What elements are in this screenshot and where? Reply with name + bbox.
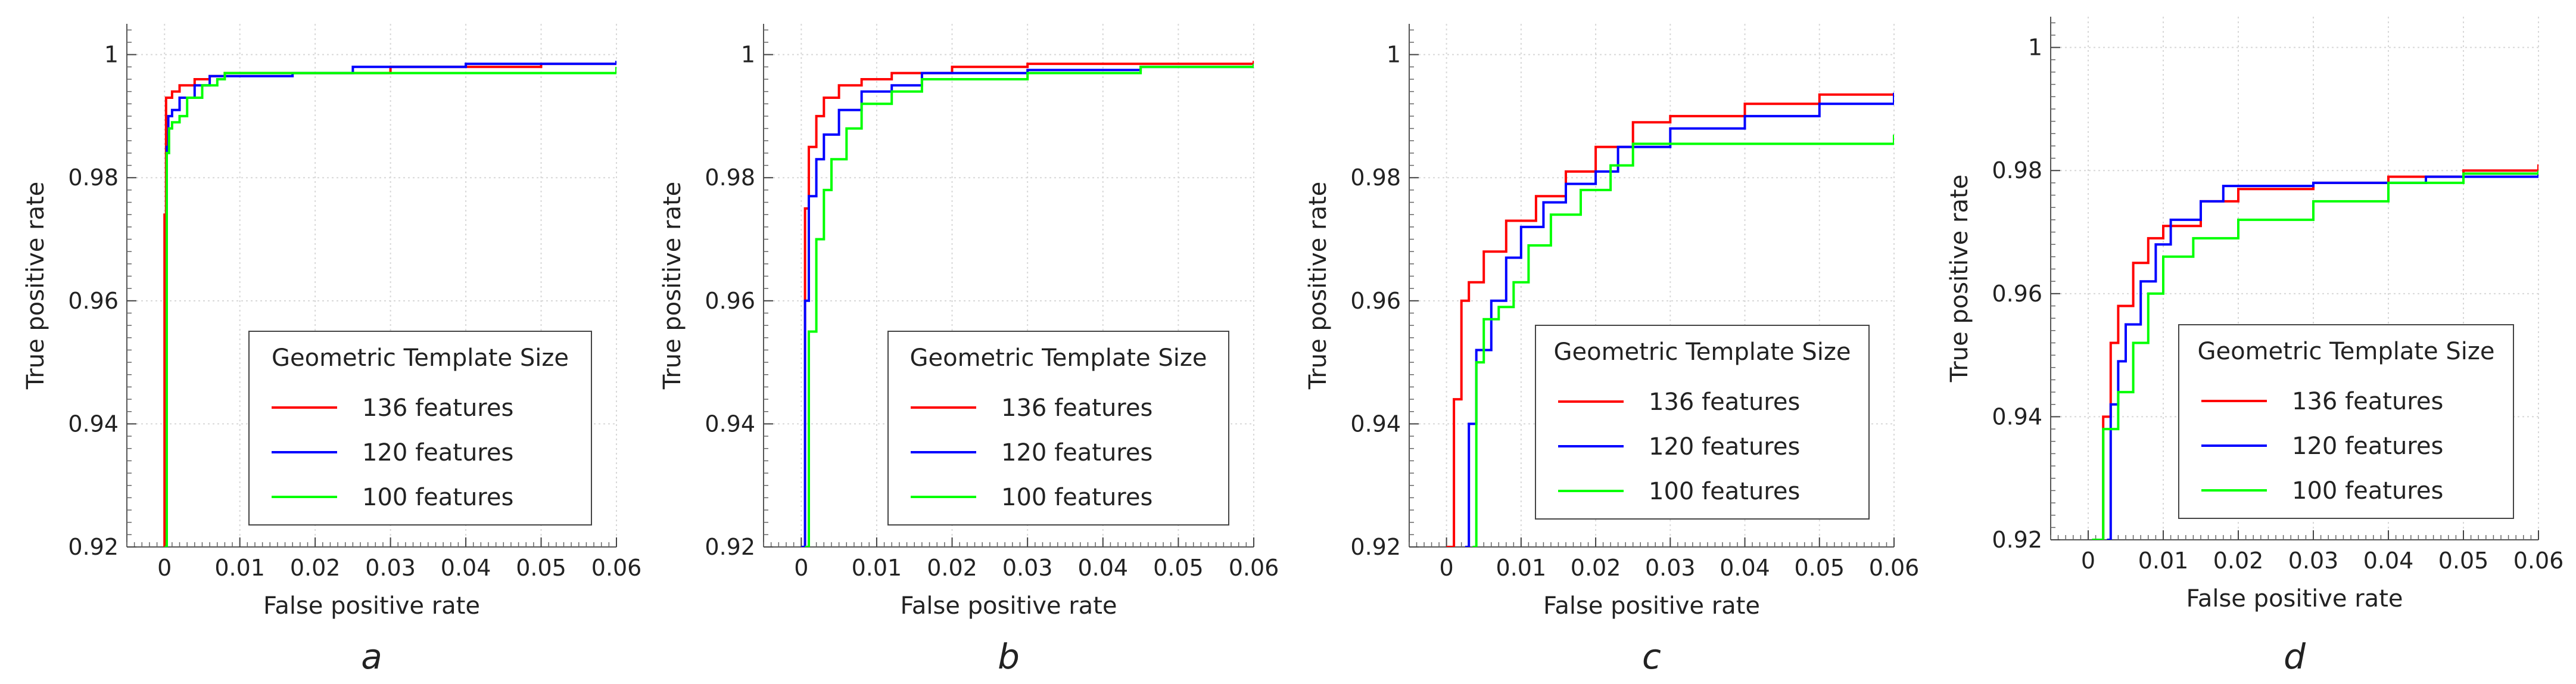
x-tick-label: 0 [2081,548,2095,574]
x-tick-label: 0.02 [927,555,977,581]
x-axis-label: False positive rate [901,592,1117,620]
x-axis-label: False positive rate [1543,592,1760,620]
panel-label: c [1642,636,1661,677]
x-tick-label: 0.04 [441,555,491,581]
y-axis-label: True positive rate [1304,182,1332,390]
legend-entry: 136 features [2292,388,2443,415]
series-line-120-features [2107,173,2538,540]
x-tick-label: 0.01 [214,555,265,581]
x-tick-label: 0.01 [1496,555,1547,581]
panel-label: b [998,636,1020,677]
x-tick-label: 0.04 [2363,548,2414,574]
y-tick-label: 0.92 [705,534,755,560]
y-tick-label: 1 [741,42,755,68]
y-tick-label: 0.98 [705,164,755,191]
y-tick-label: 0.96 [1350,288,1401,314]
series-line-136-features [801,61,1254,547]
series-line-120-features [1465,92,1894,547]
x-tick-label: 0.05 [1794,555,1845,581]
y-tick-label: 0.92 [1992,527,2042,553]
x-tick-label: 0.03 [1002,555,1053,581]
y-tick-label: 0.92 [1350,534,1401,560]
legend: Geometric Template Size 136 features 120 f… [2178,324,2514,519]
legend-title: Geometric Template Size [910,344,1207,372]
x-tick-label: 0.06 [2513,548,2564,574]
y-tick-label: 0.98 [68,164,119,191]
series-line-100-features [164,67,616,547]
x-tick-label: 0.03 [2288,548,2339,574]
y-tick-label: 0.96 [1992,281,2042,307]
y-axis-label: True positive rate [1946,175,1973,383]
legend-entry: 100 features [1001,484,1152,511]
x-tick-label: 0 [157,555,172,581]
legend-entry: 120 features [2292,433,2443,460]
y-axis-label: True positive rate [659,182,686,390]
x-axis-label: False positive rate [263,592,480,620]
legend-entry: 100 features [2292,477,2443,505]
x-tick-label: 0.02 [290,555,341,581]
y-tick-label: 1 [2028,35,2042,61]
legend-box [2178,324,2514,519]
x-tick-label: 0.01 [2138,548,2189,574]
x-tick-label: 0 [794,555,808,581]
y-tick-label: 1 [1387,42,1401,68]
roc-panel-a: 0 0.01 0.02 0.03 0.04 0.05 0.06 0.92 0.94 0.96 0.9… [22,24,641,677]
roc-panel-c: 0 0.01 0.02 0.03 0.04 0.05 0.06 0.92 0.94 0.96 0.9… [1304,24,1919,677]
series-line-100-features [1472,134,1894,547]
x-axis-label: False positive rate [2186,585,2403,613]
legend-box [1535,325,1870,520]
legend-entry: 136 features [1001,394,1152,422]
legend: Geometric Template Size 136 features 120 f… [248,331,592,526]
y-tick-label: 0.94 [68,411,119,437]
legend-entry: 120 features [1001,439,1152,467]
x-tick-label: 0.03 [365,555,416,581]
legend-entry: 120 features [362,439,513,467]
x-tick-label: 0.06 [1869,555,1920,581]
series-line-136-features [2095,164,2538,540]
y-tick-label: 0.94 [705,411,755,437]
y-tick-label: 0.98 [1992,157,2042,184]
legend-entry: 136 features [1649,388,1800,416]
x-tick-label: 0.01 [852,555,902,581]
series-line-100-features [805,64,1254,547]
x-tick-label: 0.03 [1645,555,1696,581]
x-tick-label: 0 [1440,555,1454,581]
legend-entry: 136 features [362,394,513,422]
legend-entry: 100 features [362,484,513,511]
x-tick-label: 0.05 [516,555,566,581]
y-tick-label: 0.96 [705,288,755,314]
y-tick-label: 0.96 [68,288,119,314]
legend-entry: 100 features [1649,478,1800,505]
legend-entry: 120 features [1649,433,1800,461]
y-tick-label: 0.92 [68,534,119,560]
legend: Geometric Template Size 136 features 120 f… [887,331,1229,526]
y-tick-label: 0.94 [1350,411,1401,437]
legend-box [887,331,1229,526]
roc-panel-d: 0 0.01 0.02 0.03 0.04 0.05 0.06 0.92 0.94 0.96 0.9… [1946,17,2563,677]
series-line-100-features [2092,170,2538,540]
legend-box [248,331,592,526]
x-tick-label: 0.02 [1571,555,1621,581]
x-tick-label: 0.02 [2213,548,2264,574]
panel-label: d [2284,636,2306,677]
x-tick-label: 0.05 [2438,548,2489,574]
y-tick-label: 0.94 [1992,403,2042,430]
x-tick-label: 0.06 [1229,555,1279,581]
legend-title: Geometric Template Size [2198,338,2495,365]
x-tick-label: 0.06 [591,555,642,581]
x-tick-label: 0.05 [1153,555,1204,581]
y-tick-label: 0.98 [1350,164,1401,191]
roc-panel-b: 0 0.01 0.02 0.03 0.04 0.05 0.06 0.92 0.94 0.96 0.9… [659,24,1279,677]
legend-title: Geometric Template Size [1554,338,1851,366]
x-tick-label: 0.04 [1720,555,1770,581]
legend: Geometric Template Size 136 features 120 f… [1535,325,1870,520]
x-tick-label: 0.04 [1077,555,1128,581]
legend-title: Geometric Template Size [272,344,569,372]
panel-label: a [361,636,382,677]
y-axis-label: True positive rate [22,182,49,390]
y-tick-label: 1 [104,42,119,68]
